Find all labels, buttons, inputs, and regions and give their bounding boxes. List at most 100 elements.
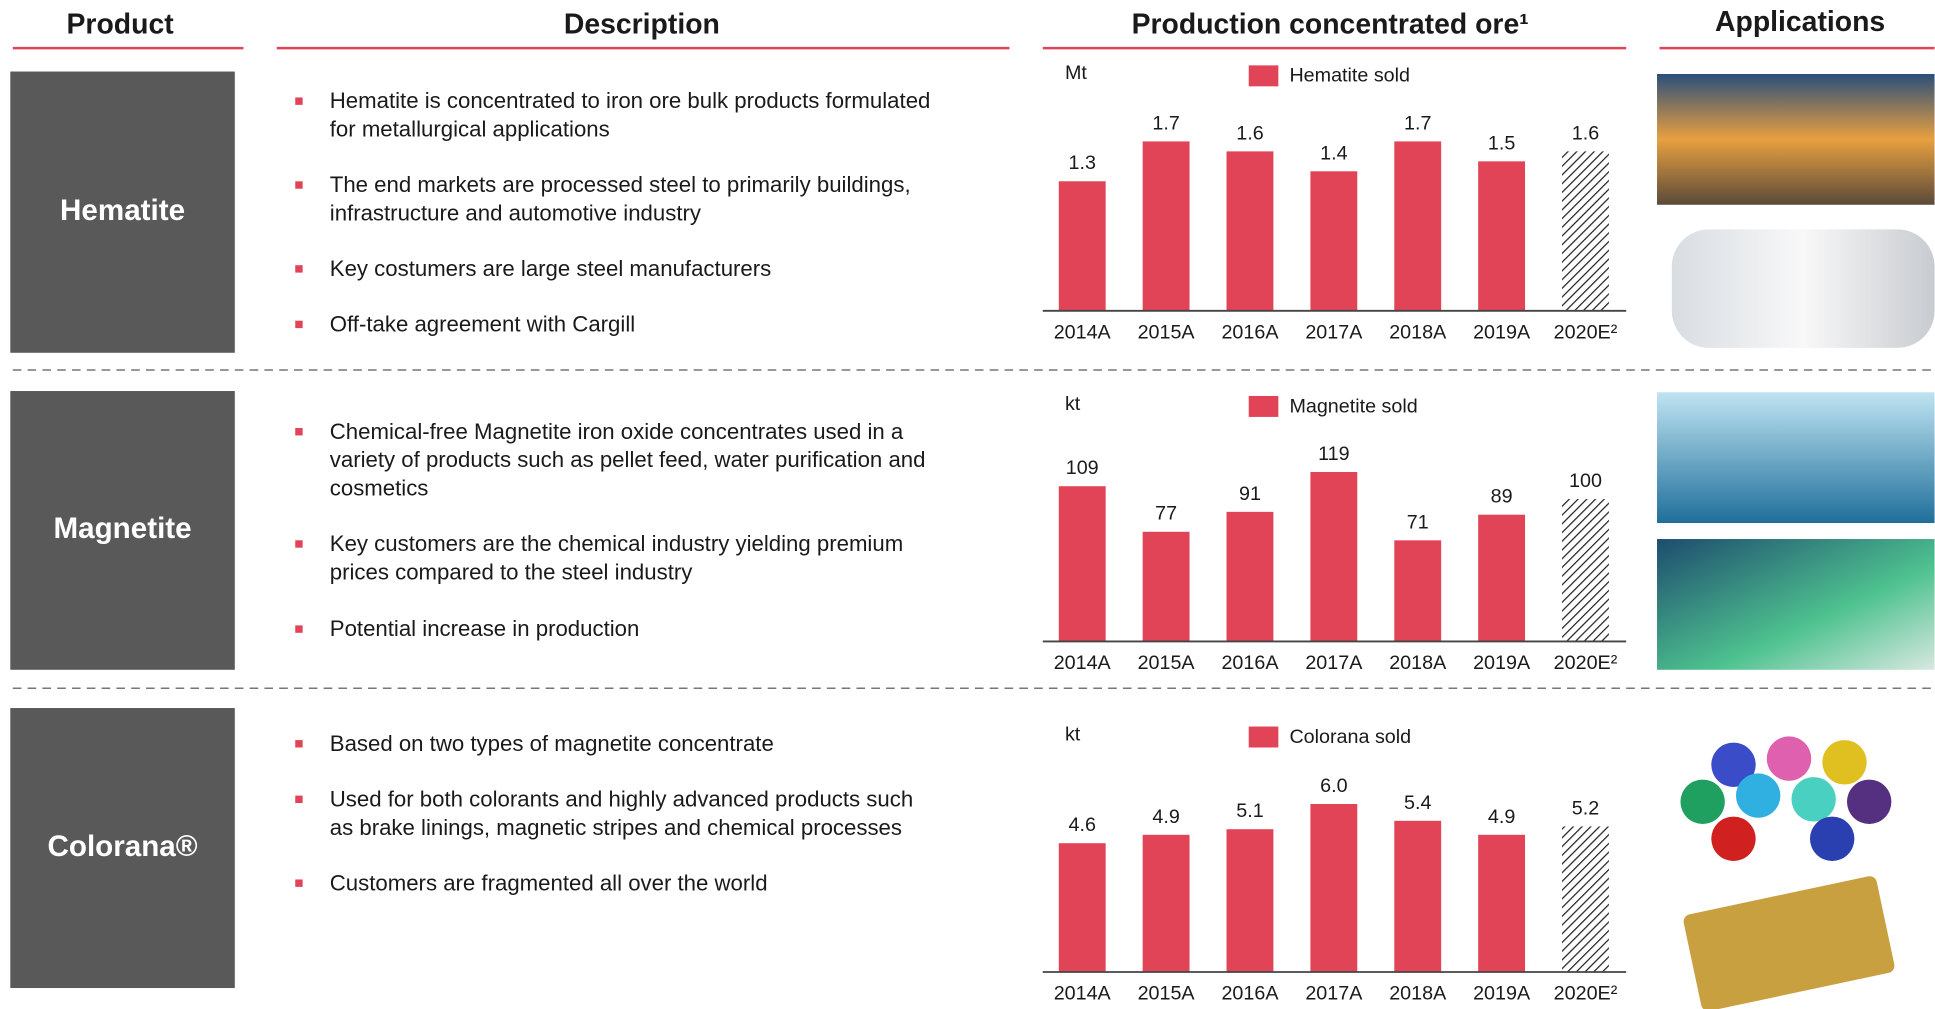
- bar: [1478, 161, 1526, 311]
- bullet-marker: [295, 795, 303, 804]
- bullet-text: cosmetics: [330, 476, 429, 501]
- value-label: 1.3: [1069, 152, 1096, 174]
- unit-label: kt: [1065, 393, 1081, 415]
- bar: [1142, 531, 1190, 642]
- bullet-text: Key costumers are large steel manufactur…: [330, 256, 771, 281]
- bullet-text: Customers are fragmented all over the wo…: [330, 870, 768, 895]
- bar: [1310, 471, 1358, 642]
- image-construction: [1657, 74, 1935, 205]
- bar: [1226, 151, 1274, 311]
- image-water: [1657, 392, 1935, 524]
- x-tick-label: 2020E²: [1554, 652, 1618, 674]
- header: Applications: [1715, 6, 1885, 38]
- value-label: 1.6: [1572, 122, 1599, 144]
- bullet-marker: [295, 97, 303, 105]
- bullet-text: as brake linings, magnetic stripes and c…: [330, 815, 902, 840]
- value-label: 5.2: [1572, 797, 1599, 819]
- value-label: 6.0: [1320, 775, 1347, 797]
- x-tick-label: 2016A: [1221, 321, 1279, 343]
- x-tick-label: 2015A: [1138, 321, 1196, 343]
- legend-label: Colorana sold: [1289, 726, 1411, 748]
- image-paints: [1680, 736, 1892, 861]
- bar: [1394, 141, 1442, 311]
- bar: [1058, 843, 1106, 972]
- value-label: 5.4: [1404, 792, 1431, 814]
- bullet-marker: [295, 320, 303, 329]
- value-label: 119: [1318, 443, 1349, 465]
- bar: [1562, 499, 1609, 642]
- product-box: [10, 708, 235, 989]
- product-name: Colorana®: [48, 830, 198, 863]
- header: Production concentrated ore¹: [1132, 8, 1529, 40]
- bar: [1058, 181, 1106, 311]
- value-label: 1.7: [1152, 112, 1179, 134]
- bullet-marker: [295, 879, 303, 887]
- x-tick-label: 2014A: [1054, 652, 1112, 674]
- value-label: 1.6: [1236, 122, 1263, 144]
- x-tick-label: 2017A: [1305, 652, 1363, 674]
- bar: [1058, 486, 1106, 642]
- product-box: [10, 71, 235, 353]
- bar: [1478, 514, 1526, 642]
- x-tick-label: 2020E²: [1554, 321, 1618, 343]
- bar: [1562, 151, 1609, 311]
- bullet-marker: [295, 428, 303, 436]
- x-tick-label: 2016A: [1221, 982, 1279, 1004]
- bullet-text: Off-take agreement with Cargill: [330, 312, 635, 337]
- x-tick-label: 2019A: [1473, 982, 1531, 1004]
- bullet-text: The end markets are processed steel to p…: [330, 172, 911, 197]
- header: Product: [67, 8, 175, 40]
- bullet-text: Potential increase in production: [330, 616, 640, 641]
- bullet-text: infrastructure and automotive industry: [330, 200, 702, 225]
- bullet-text: Hematite is concentrated to iron ore bul…: [330, 88, 931, 113]
- bar: [1226, 829, 1274, 972]
- legend-label: Hematite sold: [1289, 65, 1410, 87]
- bullet-marker: [295, 625, 303, 633]
- separators: [12, 369, 1935, 690]
- legend-label: Magnetite sold: [1289, 395, 1417, 417]
- x-tick-label: 2017A: [1305, 982, 1363, 1004]
- bar: [1142, 141, 1190, 311]
- header: Description: [564, 8, 720, 40]
- x-tick-label: 2018A: [1389, 652, 1447, 674]
- content: Hematite Hematite is concentrated to iron…: [10, 62, 1627, 1004]
- bullet-text: for metallurgical applications: [330, 117, 610, 142]
- bullet-marker: [295, 265, 303, 273]
- bullet-text: Used for both colorants and highly advan…: [330, 786, 913, 811]
- value-label: 109: [1066, 457, 1099, 479]
- image-chemistry: [1657, 539, 1935, 670]
- value-label: 1.5: [1488, 132, 1515, 154]
- bullet-text: Chemical-free Magnetite iron oxide conce…: [330, 419, 904, 444]
- bar: [1310, 804, 1358, 972]
- x-tick-label: 2019A: [1473, 652, 1531, 674]
- bar: [1394, 820, 1442, 972]
- x-tick-label: 2015A: [1138, 982, 1196, 1004]
- x-tick-label: 2020E²: [1554, 982, 1618, 1004]
- value-label: 4.9: [1152, 806, 1179, 828]
- image-cards: [1683, 876, 1895, 1009]
- product-name: Magnetite: [53, 512, 191, 545]
- value-label: 5.1: [1236, 800, 1263, 822]
- bullet-marker: [295, 181, 303, 189]
- value-label: 91: [1239, 483, 1261, 505]
- legend-swatch: [1248, 726, 1279, 748]
- headers: Product Description Production concentra…: [12, 6, 1935, 50]
- product-name: Hematite: [60, 194, 185, 227]
- value-label: 89: [1491, 486, 1513, 508]
- bar: [1478, 834, 1526, 972]
- legend-swatch: [1248, 395, 1279, 417]
- bullet-text: variety of products such as pellet feed,…: [330, 447, 926, 472]
- bar: [1142, 834, 1190, 972]
- x-tick-label: 2014A: [1054, 982, 1112, 1004]
- bar: [1310, 171, 1358, 311]
- bullet-marker: [295, 740, 303, 748]
- x-tick-label: 2015A: [1138, 652, 1196, 674]
- image-car: [1671, 229, 1935, 348]
- bullet-text: prices compared to the steel industry: [330, 559, 693, 584]
- unit-label: Mt: [1065, 62, 1087, 84]
- value-label: 4.6: [1069, 814, 1096, 836]
- bar: [1562, 826, 1609, 972]
- bullet-text: Key customers are the chemical industry …: [330, 531, 903, 556]
- x-tick-label: 2019A: [1473, 321, 1531, 343]
